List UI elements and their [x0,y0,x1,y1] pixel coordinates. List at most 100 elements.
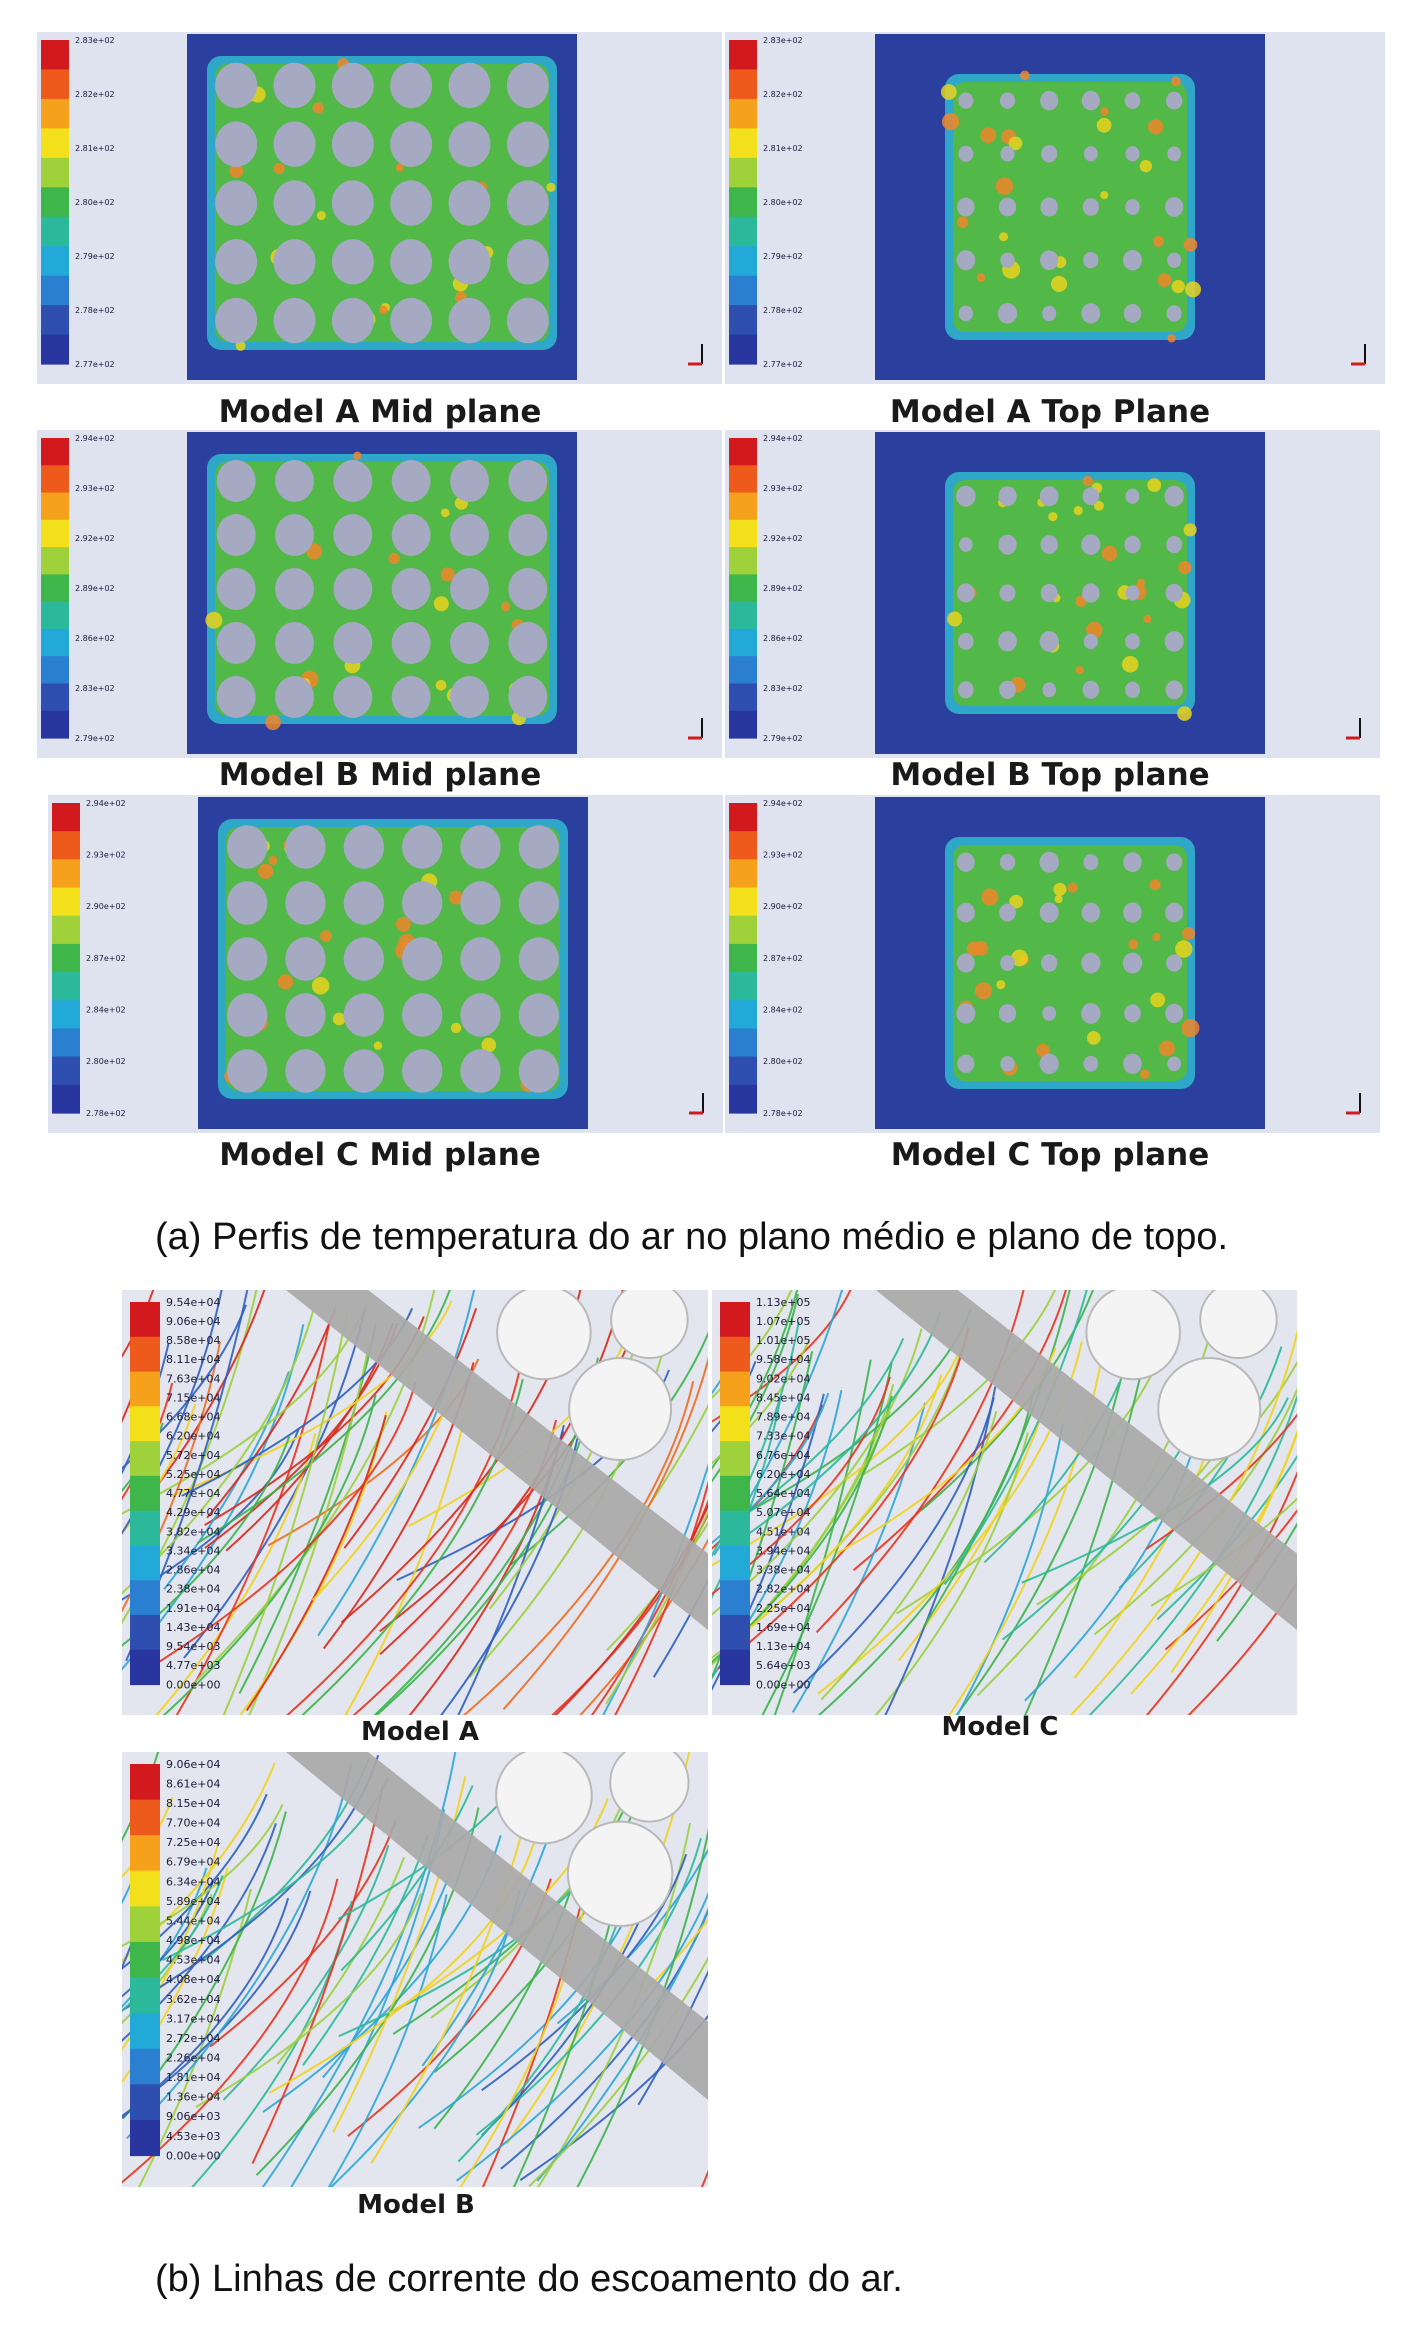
hot-spot [546,182,556,192]
streamline [276,1856,406,2065]
legend-tick-label: 5.64e+03 [756,1659,810,1672]
legend-color-band [41,128,69,159]
tube-section [1082,487,1100,506]
legend-color-band [41,334,69,365]
legend-tick-label: 2.93e+02 [763,850,803,859]
tube-section [460,937,501,981]
legend-color-band [41,519,69,548]
tube-section [216,622,256,664]
hot-spot [1167,334,1176,343]
legend-tick-label: 2.89e+02 [763,584,803,593]
legend-color-band [52,1028,80,1058]
legend-tick-label: 2.80e+02 [75,198,115,207]
legend-tick-label: 9.06e+04 [166,1315,220,1328]
legend-color-band [41,246,69,277]
streamline [137,1888,252,2187]
legend-color-band [130,1510,160,1547]
streamline [1216,1522,1297,1642]
tube-section [506,121,549,167]
tube-section [506,297,549,344]
legend-color-band [729,438,757,466]
legend-tick-label: 1.13e+04 [756,1640,810,1653]
tube-section [275,622,314,664]
tube-section [216,676,256,718]
hot-spot [450,1022,462,1034]
legend-color-band [52,943,80,973]
legend-tick-label: 5.44e+04 [166,1914,220,1927]
streamline [222,1302,350,1715]
streamline [147,1381,417,1670]
temperature-zone-inner [215,64,549,342]
tube-section [1000,955,1015,971]
legend-tick-label: 2.93e+02 [86,850,126,859]
streamline [251,1784,385,2164]
legend-color-band [130,1580,160,1616]
tube-section [216,460,256,502]
legend-tick-label: 7.33e+04 [756,1430,810,1443]
tube-section [1083,854,1099,871]
tube-section [448,297,491,344]
hot-spot [273,163,285,175]
tube-section [448,180,491,226]
tube-section [1123,1053,1142,1074]
streamline [729,1310,942,1549]
legend-tick-label: 5.64e+04 [756,1487,810,1500]
sphere [495,1752,593,1845]
tube-section [1040,90,1059,111]
tube-section [285,1049,326,1093]
hot-spot [235,340,246,351]
tube-section [957,197,975,217]
hot-spot [312,102,324,114]
tube-section [999,92,1016,109]
hot-spot [1054,895,1063,904]
tube-section [518,881,559,925]
legend-color-band [52,887,80,917]
tube-section [997,303,1018,324]
tube-section [390,239,433,285]
legend-color-band [729,547,757,575]
legend-tick-label: 7.70e+04 [166,1817,220,1830]
tube-section [402,937,443,981]
legend-color-band [41,656,69,685]
tube-section [391,460,431,502]
tube-section [956,902,975,923]
sphere [609,1752,690,1823]
tube-section [275,460,314,502]
tube-section [1124,535,1141,554]
legend-tick-label: 2.72e+04 [166,2032,220,2045]
legend-tick-label: 4.53e+03 [166,2130,220,2143]
legend-tick-label: 2.94e+02 [763,799,803,808]
sphere [496,1290,592,1381]
legend-tick-label: 2.80e+02 [86,1057,126,1066]
tube-section [273,297,316,344]
legend-tick-label: 2.80e+02 [763,1057,803,1066]
tube-section [1081,303,1101,324]
tube-section [1167,146,1182,162]
tube-section [402,881,443,925]
legend-color-band [130,2013,160,2050]
tube-section [1123,852,1142,873]
tube-section [391,676,431,718]
tube-section [448,239,491,285]
legend-color-band [41,187,69,218]
hot-spot [1136,578,1146,587]
legend-tick-label: 2.94e+02 [763,434,803,443]
legend-tick-label: 2.82e+02 [763,90,803,99]
tube-section [343,1049,384,1093]
legend-color-band [729,803,757,832]
streamline [792,1397,995,1694]
streamline [196,1290,451,1544]
tube-section [1083,1055,1099,1072]
tube-section [958,92,974,109]
legend-color-band [720,1302,750,1338]
legend-color-band [729,69,757,100]
legend-tick-label: 7.63e+04 [166,1372,220,1385]
streamline [122,1878,339,2184]
legend-color-band [52,831,80,860]
legend-tick-label: 2.78e+02 [86,1109,126,1118]
hot-spot [1082,475,1094,487]
tube-section [273,180,316,226]
hot-spot [1053,882,1067,896]
legend-tick-label: 4.29e+04 [166,1506,220,1519]
hot-spot [1100,107,1109,116]
